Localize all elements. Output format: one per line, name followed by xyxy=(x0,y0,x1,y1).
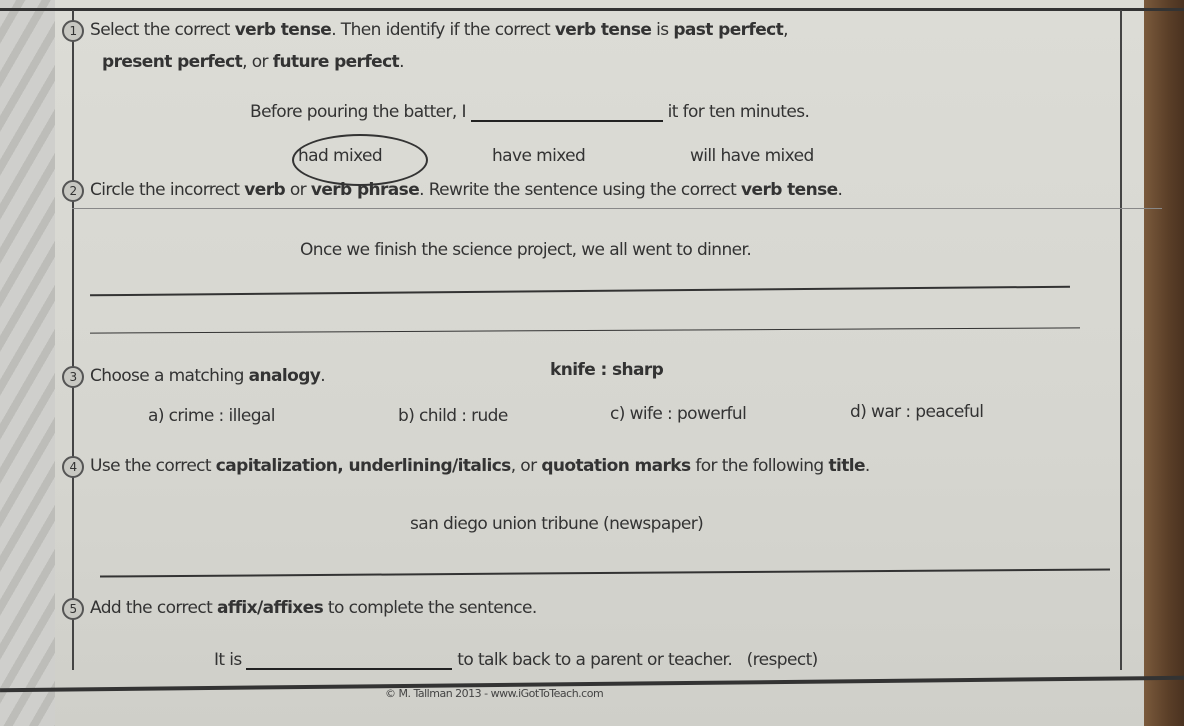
text: , or xyxy=(242,52,273,72)
text: is xyxy=(651,20,674,40)
text: present perfect xyxy=(102,52,243,72)
text: it for ten minutes. xyxy=(667,102,810,122)
q3-instructions: 3 Choose a matching analogy. xyxy=(62,366,326,388)
hint: (respect) xyxy=(746,650,819,670)
answer-blank[interactable] xyxy=(246,668,453,670)
q1-option[interactable]: will have mixed xyxy=(690,146,814,166)
text: . xyxy=(399,52,404,72)
text: for the following xyxy=(690,456,829,476)
q2-sentence: Once we finish the science project, we a… xyxy=(300,240,752,260)
q5-instructions: 5 Add the correct affix/affixes to comple… xyxy=(62,598,537,620)
text: affix/affixes xyxy=(216,598,324,618)
text: It is xyxy=(214,650,242,670)
text: Select the correct xyxy=(90,20,235,40)
text: verb phrase xyxy=(310,180,420,200)
text: capitalization, underlining/italics xyxy=(215,456,512,476)
text: Use the correct xyxy=(90,456,216,476)
q2-number: 2 xyxy=(62,180,84,202)
q1-instructions: 1 Select the correct verb tense. Then ide… xyxy=(62,20,789,42)
text: verb tense xyxy=(554,20,652,40)
q1-instructions-line2: present perfect, or future perfect. xyxy=(102,52,404,72)
text: to complete the sentence. xyxy=(323,598,537,618)
q3-option[interactable]: d) war : peaceful xyxy=(850,402,984,422)
worksheet-border xyxy=(72,10,1122,670)
text: . Then identify if the correct xyxy=(331,20,555,40)
selected-answer-circle xyxy=(292,134,428,186)
text: Choose a matching xyxy=(90,366,249,386)
text: verb tense xyxy=(741,180,838,200)
text: Before pouring the batter, I xyxy=(250,102,467,122)
text: . xyxy=(837,180,843,200)
text: . xyxy=(320,366,326,386)
q1-number: 1 xyxy=(62,20,84,42)
text: verb xyxy=(244,180,286,200)
background-sheet xyxy=(0,0,60,726)
text: title xyxy=(828,456,865,476)
q1-sentence: Before pouring the batter, I it for ten … xyxy=(250,102,810,122)
text: , or xyxy=(510,456,542,476)
q3-option[interactable]: b) child : rude xyxy=(398,406,508,426)
q5-number: 5 xyxy=(62,598,84,620)
q1-option[interactable]: have mixed xyxy=(492,146,586,166)
q4-instructions: 4 Use the correct capitalization, underli… xyxy=(62,456,870,478)
copyright-footer: © M. Tallman 2013 - www.iGotToTeach.com xyxy=(385,687,604,700)
text: past perfect xyxy=(673,20,784,40)
q2-instructions: 2 Circle the incorrect verb or verb phras… xyxy=(62,180,843,202)
q4-title: san diego union tribune (newspaper) xyxy=(410,514,704,534)
text: or xyxy=(285,180,311,200)
divider xyxy=(72,208,1162,209)
text: quotation marks xyxy=(541,456,691,476)
answer-blank[interactable] xyxy=(470,120,663,122)
text: Add the correct xyxy=(90,598,217,618)
text: to talk back to a parent or teacher. xyxy=(457,650,733,670)
divider xyxy=(0,8,1184,11)
q3-option[interactable]: a) crime : illegal xyxy=(148,406,275,426)
q4-number: 4 xyxy=(62,456,84,478)
wood-table xyxy=(1144,0,1184,726)
text: verb tense xyxy=(234,20,332,40)
text: Circle the incorrect xyxy=(90,180,245,200)
q3-number: 3 xyxy=(62,366,84,388)
text: analogy xyxy=(248,366,321,386)
text: , xyxy=(783,20,788,40)
q3-prompt: knife : sharp xyxy=(550,360,664,380)
text: . Rewrite the sentence using the correct xyxy=(419,180,742,200)
q1-option[interactable]: had mixed xyxy=(298,146,383,166)
text: . xyxy=(864,456,870,476)
q3-option[interactable]: c) wife : powerful xyxy=(610,404,747,424)
text: future perfect xyxy=(272,52,400,72)
q5-sentence: It is to talk back to a parent or teache… xyxy=(214,650,818,670)
